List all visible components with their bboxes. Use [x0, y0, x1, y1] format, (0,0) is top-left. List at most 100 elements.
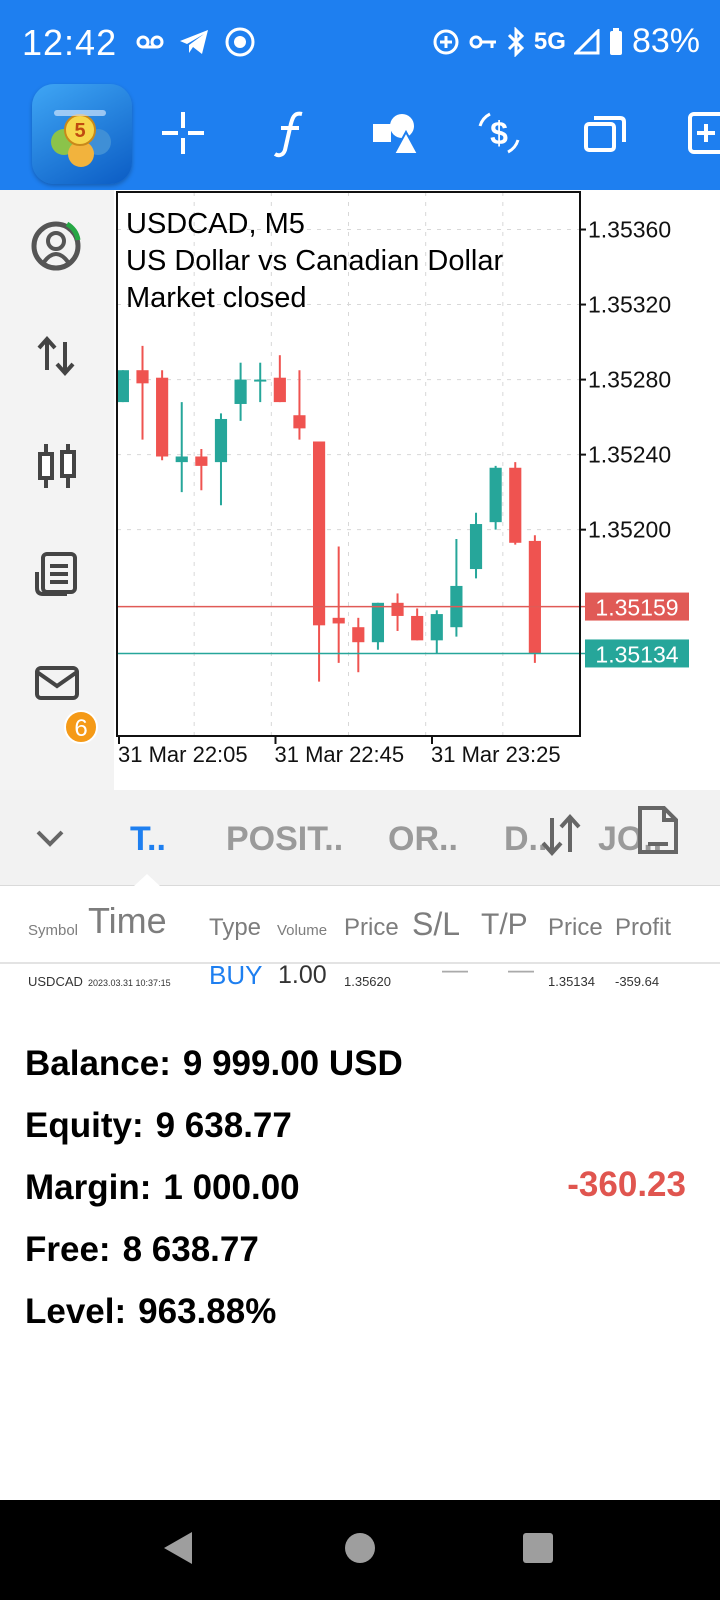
tab-orders[interactable]: OR.. — [388, 820, 458, 858]
candle-body — [332, 617, 345, 624]
sidebar-item-journal[interactable] — [27, 544, 87, 604]
price-label-box — [585, 639, 689, 668]
trade-button[interactable]: $ — [474, 108, 524, 158]
plot-frame — [116, 191, 581, 737]
row-profit: -359.64 — [615, 974, 660, 989]
candle-body — [469, 524, 483, 570]
mail-icon — [35, 666, 79, 700]
sidebar-item-quotes[interactable] — [27, 326, 87, 386]
collapse-chevron-icon[interactable] — [30, 818, 70, 858]
tab-trade[interactable]: T.. — [130, 820, 166, 858]
free-label: Free: — [25, 1230, 111, 1269]
header-current-price[interactable]: Price — [548, 914, 603, 941]
x-tick-label: 31 Mar 23:25 — [431, 742, 561, 767]
row-time: 2023.03.31 10:37:15 — [88, 978, 171, 988]
header-price[interactable]: Price — [344, 914, 399, 941]
candle-body — [175, 456, 188, 463]
chart-market-status: Market closed — [126, 282, 307, 314]
candle-body — [234, 379, 247, 404]
level-label: Level: — [25, 1292, 127, 1331]
candle-body — [293, 415, 306, 429]
header-tp[interactable]: T/P — [481, 908, 528, 941]
balance-label: Balance: — [25, 1044, 171, 1083]
price-chart-area[interactable] — [114, 190, 720, 790]
chart-description: US Dollar vs Canadian Dollar — [126, 245, 504, 277]
header-sl[interactable]: S/L — [412, 906, 461, 942]
system-icons: 5G 83% — [432, 22, 700, 61]
function-icon — [273, 111, 303, 158]
x-tick-label: 31 Mar 22:45 — [274, 742, 404, 767]
tab-deals[interactable]: D.. — [504, 820, 548, 858]
system-nav-bar — [0, 1500, 720, 1600]
left-sidebar: 6 — [0, 190, 114, 790]
crosshair-button[interactable] — [158, 108, 208, 158]
battery-icon — [609, 27, 622, 55]
price-label-box — [585, 592, 689, 621]
sidebar-item-mail[interactable] — [27, 654, 87, 714]
bluetooth-icon — [507, 26, 525, 57]
sidebar-item-chart[interactable] — [27, 436, 87, 496]
y-tick-label: 1.35240 — [588, 442, 671, 468]
price-label: 1.35159 — [595, 595, 678, 621]
telegram-icon — [180, 30, 208, 54]
objects-button[interactable] — [370, 108, 420, 158]
indicators-button[interactable] — [266, 108, 316, 158]
y-tick-label: 1.35200 — [588, 517, 671, 543]
candle-body — [136, 370, 149, 384]
crosshair-icon — [162, 112, 204, 154]
header-volume[interactable]: Volume — [277, 922, 328, 939]
journal-icon — [35, 552, 77, 596]
voicemail-icon — [136, 35, 164, 49]
app-logo[interactable]: 5 — [32, 84, 132, 184]
sort-icon[interactable] — [536, 810, 586, 860]
margin-label: Margin: — [25, 1168, 152, 1207]
home-icon[interactable] — [340, 1528, 380, 1568]
windows-icon — [584, 116, 626, 152]
candle-body — [509, 467, 522, 543]
y-tick-label: 1.35320 — [588, 292, 671, 318]
metatrader-notify-icon — [225, 27, 255, 57]
sidebar-item-account[interactable] — [27, 216, 87, 276]
trade-icon: $ — [478, 112, 520, 154]
chart-icon — [38, 444, 76, 488]
price-chart[interactable]: 1.35159 1.35134 1.35360 1.35320 1.35280 1.352… — [114, 190, 720, 790]
chart-info: USDCAD, M5 US Dollar vs Canadian Dollar … — [126, 206, 503, 317]
x-tick-label: 31 Mar 22:05 — [118, 742, 248, 767]
equity-line: Equity: 9 638.77 — [25, 1106, 403, 1168]
candle-body — [430, 614, 443, 641]
row-tp: — — [508, 954, 534, 984]
header-type[interactable]: Type — [209, 914, 262, 941]
logo-digit: 5 — [74, 120, 85, 142]
report-icon[interactable] — [636, 804, 680, 856]
row-current-price: 1.35134 — [548, 974, 595, 989]
margin-value: 1 000.00 — [163, 1168, 300, 1207]
margin-level-line: Level: 963.88% — [25, 1292, 403, 1354]
top-bar: 12:42 5G 83% 5 — [0, 0, 720, 190]
candle-body — [528, 540, 541, 654]
table-row[interactable]: USDCAD 2023.03.31 10:37:15 BUY 1.00 1.35… — [0, 954, 720, 1038]
account-icon — [31, 221, 81, 271]
recents-icon[interactable] — [518, 1528, 558, 1568]
active-tab-indicator — [134, 874, 160, 886]
svg-text:$: $ — [490, 115, 508, 151]
objects-icon — [373, 114, 420, 155]
add-icon — [688, 112, 720, 154]
add-chart-button[interactable] — [686, 108, 720, 158]
candle-body — [116, 370, 129, 403]
header-time[interactable]: Time — [88, 900, 167, 941]
price-label: 1.35134 — [595, 641, 678, 667]
candle-body — [391, 602, 404, 616]
y-tick-label: 1.35360 — [588, 217, 671, 243]
signal-icon — [573, 28, 600, 54]
windows-button[interactable] — [580, 108, 630, 158]
header-profit[interactable]: Profit — [615, 914, 672, 941]
header-symbol[interactable]: Symbol — [28, 922, 79, 939]
tab-positions[interactable]: POSIT.. — [226, 820, 344, 858]
free-value: 8 638.77 — [122, 1230, 259, 1269]
back-icon[interactable] — [158, 1528, 198, 1568]
toolbar: 5 $ — [0, 84, 720, 190]
row-type: BUY — [209, 960, 263, 990]
candle-body — [312, 441, 326, 626]
equity-label: Equity: — [25, 1106, 144, 1145]
mail-badge: 6 — [64, 710, 98, 744]
